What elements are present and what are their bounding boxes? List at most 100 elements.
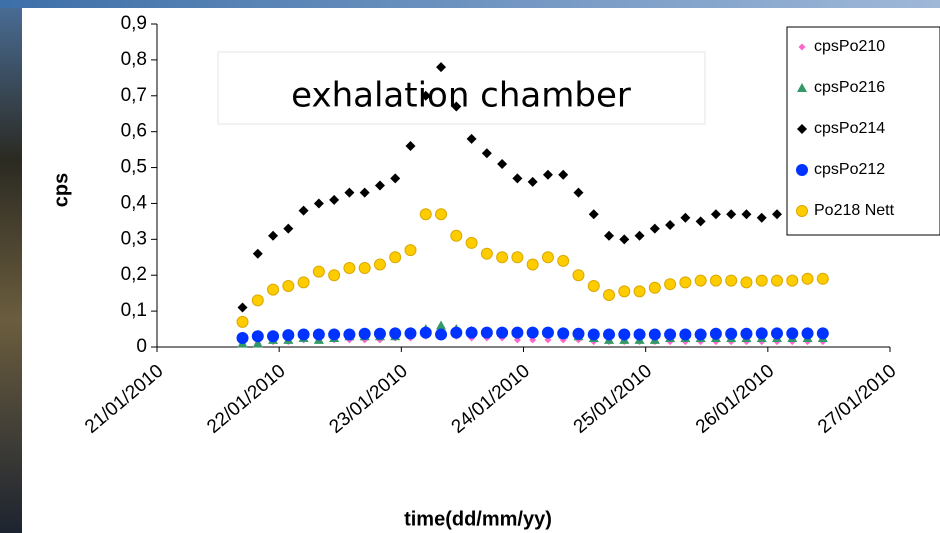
point [802,328,813,339]
point [726,275,737,286]
point [252,331,263,342]
point [741,277,752,288]
point [634,286,645,297]
point [359,328,370,339]
point [420,209,431,220]
y-tick-label: 0,8 [121,49,147,70]
point [436,329,447,340]
y-axis-title: cps [50,173,72,207]
point [390,328,401,339]
point [756,328,767,339]
point [573,270,584,281]
point [481,248,492,259]
point [329,329,340,340]
point [527,327,538,338]
point [451,230,462,241]
point [665,279,676,290]
point [237,333,248,344]
legend-label: cpsPo212 [814,161,885,178]
point [634,329,645,340]
point [604,329,615,340]
point [466,327,477,338]
point [710,275,721,286]
point [405,245,416,256]
y-tick-label: 0,1 [121,300,147,321]
point [344,263,355,274]
legend-label: cpsPo210 [814,38,885,55]
point [741,328,752,339]
legend-label: Po218 Nett [814,202,895,219]
point [298,329,309,340]
page: {"chart_data": {"type": "scatter", "anno… [0,0,940,533]
point [619,286,630,297]
point [436,209,447,220]
point [604,289,615,300]
point [649,282,660,293]
point [680,277,691,288]
point [481,327,492,338]
chart: exhalation chamber cps time(dd/mm/yy) 0 0… [0,0,940,533]
point [268,331,279,342]
y-tick-label: 0,2 [121,264,147,285]
point [588,280,599,291]
y-tick-label: 0,7 [121,85,147,106]
point [268,284,279,295]
point [802,273,813,284]
point [542,327,553,338]
point [527,259,538,270]
point [619,329,630,340]
point [313,266,324,277]
point [710,328,721,339]
point [665,329,676,340]
point [466,237,477,248]
point [313,329,324,340]
point [771,328,782,339]
x-axis-title: time(dd/mm/yy) [404,508,552,530]
point [787,328,798,339]
point [298,277,309,288]
top-strip [0,0,940,8]
y-tick-label: 0,6 [121,121,147,142]
point [283,330,294,341]
point [374,259,385,270]
annotation: exhalation chamber [291,76,631,116]
point [695,275,706,286]
y-tick-label: 0,5 [121,157,147,178]
legend: cpsPo210cpsPo216cpsPo214cpsPo212Po218 Ne… [787,27,940,235]
point [588,329,599,340]
point [390,252,401,263]
point [344,329,355,340]
point [542,252,553,263]
legend-marker [797,165,808,176]
point [329,270,340,281]
point [512,252,523,263]
point [726,328,737,339]
point [695,329,706,340]
point [283,280,294,291]
point [817,328,828,339]
y-tick-label: 0,9 [121,13,147,34]
point [374,328,385,339]
point [405,328,416,339]
point [237,316,248,327]
legend-marker [797,206,808,217]
point [420,327,431,338]
point [573,328,584,339]
y-tick-label: 0,4 [121,192,148,213]
point [252,295,263,306]
point [497,252,508,263]
y-tick-label: 0,3 [121,228,147,249]
point [497,327,508,338]
point [512,327,523,338]
point [787,275,798,286]
point [756,275,767,286]
legend-label: cpsPo214 [814,120,885,137]
y-tick-label: 0 [136,336,147,357]
point [649,329,660,340]
point [680,329,691,340]
point [558,255,569,266]
point [451,327,462,338]
point [359,263,370,274]
point [558,328,569,339]
point [771,275,782,286]
